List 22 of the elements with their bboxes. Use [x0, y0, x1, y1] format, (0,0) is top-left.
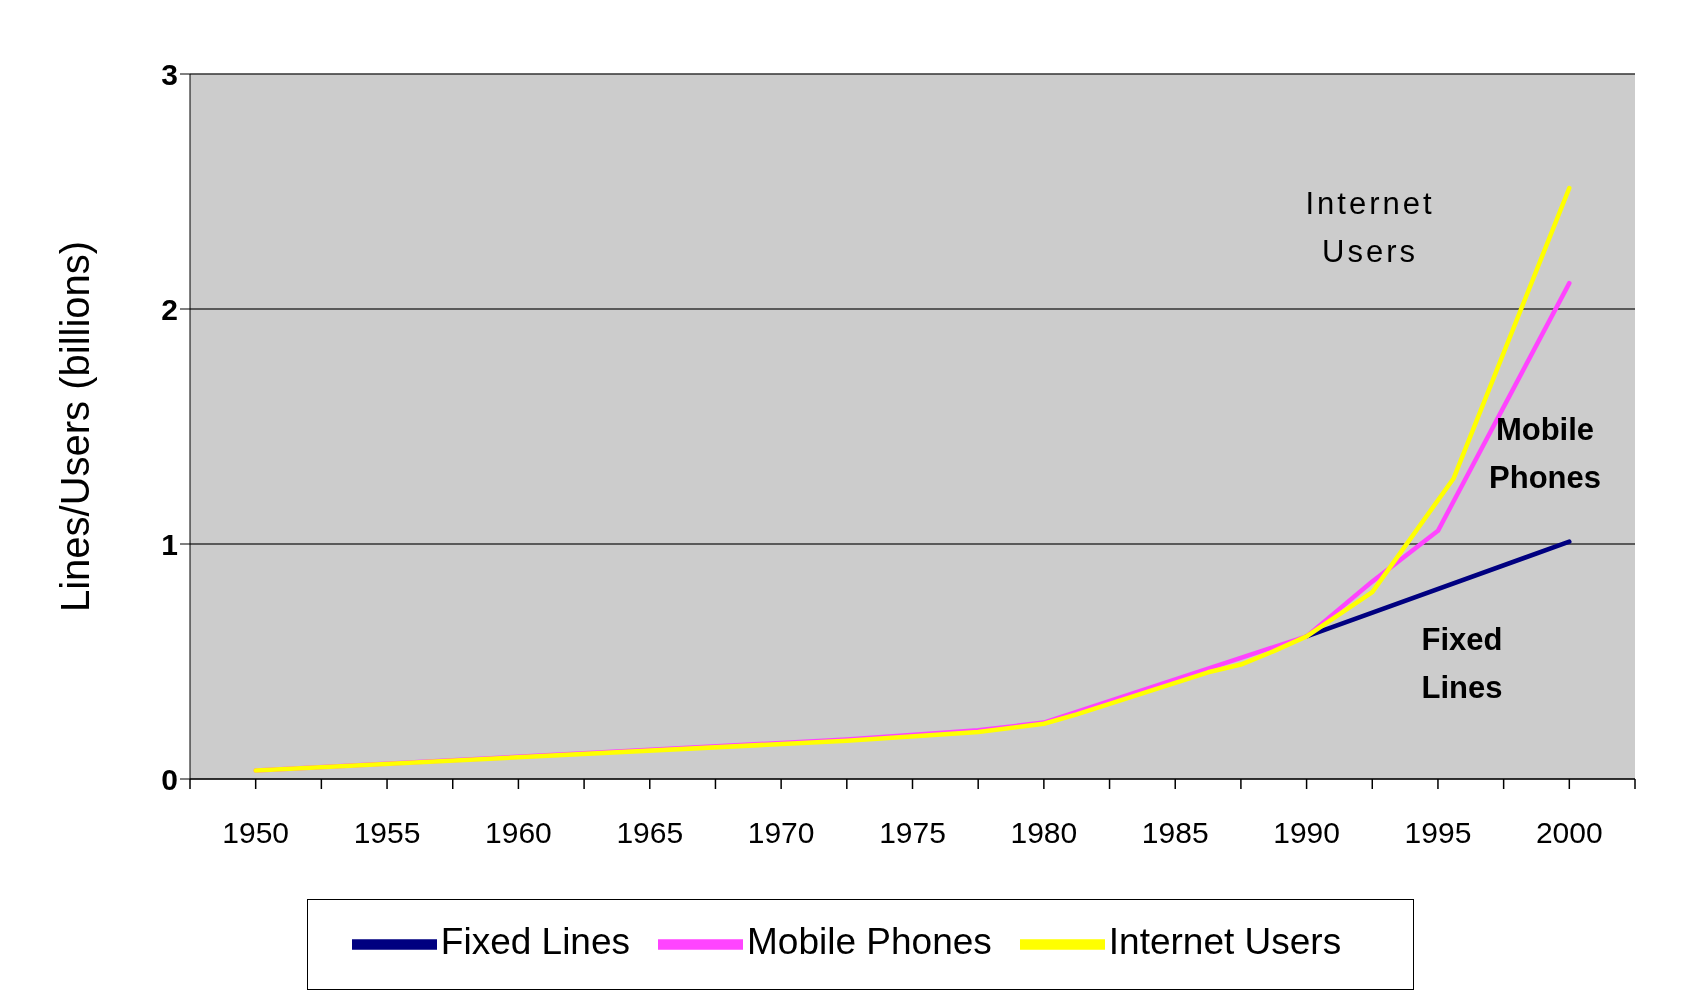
annotation: Internet Users [1305, 186, 1435, 269]
x-tick-label: 1975 [879, 816, 946, 849]
y-axis-title: Lines/Users (billions) [53, 240, 98, 613]
x-tick-label: 1955 [353, 816, 421, 849]
x-tick-label: 1990 [1273, 816, 1340, 849]
legend-label: Fixed Lines [440, 921, 631, 963]
x-tick-label: 1995 [1404, 816, 1472, 849]
annotation: Fixed Lines [1421, 622, 1503, 705]
x-tick-label: 1970 [747, 816, 815, 849]
x-tick-label: 2000 [1535, 816, 1603, 849]
y-tick-label: 2 [161, 292, 178, 326]
annotation: Mobile Phones [1489, 412, 1601, 495]
legend-label: Mobile Phones [747, 921, 992, 963]
x-tick-label: 1960 [485, 816, 552, 849]
y-tick-label: 1 [161, 527, 178, 561]
x-tick-label: 1980 [1010, 816, 1078, 849]
x-tick-label: 1985 [1141, 816, 1209, 849]
x-tick-label: 1950 [222, 816, 290, 849]
legend-label: Internet Users [1108, 921, 1342, 963]
y-tick-label: 3 [161, 57, 178, 91]
y-tick-label: 0 [161, 762, 178, 796]
x-tick-label: 1965 [616, 816, 684, 849]
